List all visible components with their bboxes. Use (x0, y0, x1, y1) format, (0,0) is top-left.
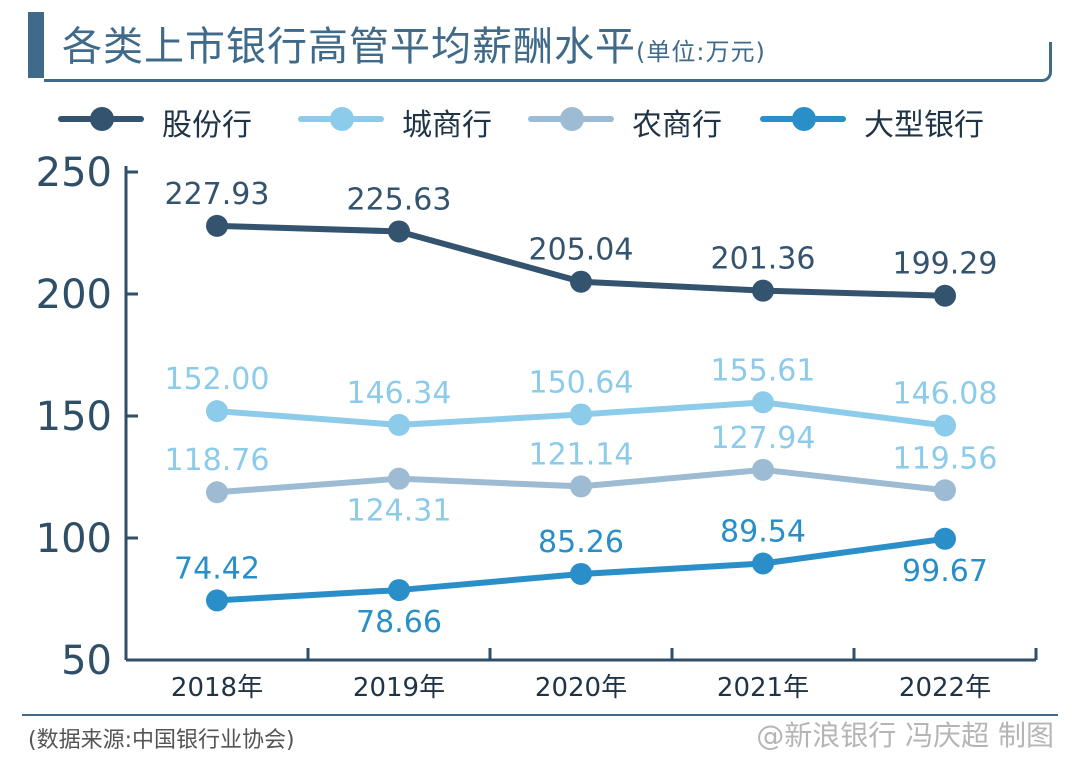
x-tick-label: 2022年 (899, 673, 991, 703)
data-point-股份行 (752, 279, 774, 302)
y-tick-label: 50 (61, 638, 112, 684)
data-label-城商行: 155.61 (711, 353, 816, 388)
data-point-城商行 (388, 413, 410, 436)
data-source-note: (数据来源:中国银行业协会) (28, 728, 295, 753)
data-label-城商行: 152.00 (165, 362, 270, 397)
y-tick-label: 250 (36, 150, 112, 196)
chart-title: 各类上市银行高管平均薪酬水平(单位:万元) (62, 14, 766, 72)
data-point-农商行 (752, 458, 774, 481)
x-tick-label: 2020年 (535, 673, 627, 703)
y-tick-label: 200 (36, 272, 112, 318)
data-point-农商行 (934, 479, 956, 502)
data-label-城商行: 150.64 (529, 365, 634, 400)
legend-label: 农商行 (632, 108, 722, 143)
title-bar: 各类上市银行高管平均薪酬水平(单位:万元) (28, 8, 1052, 82)
data-label-农商行: 121.14 (529, 437, 634, 472)
data-point-城商行 (570, 403, 592, 426)
watermark: @新浪银行 冯庆超 制图 (756, 719, 1054, 752)
legend: 股份行 城商行 农商行 大型银行 (58, 96, 1018, 143)
data-label-大型银行: 74.42 (174, 551, 260, 586)
data-point-农商行 (388, 467, 410, 490)
data-point-城商行 (752, 391, 774, 414)
y-tick-label: 150 (36, 394, 112, 440)
data-point-农商行 (206, 481, 228, 504)
data-point-股份行 (388, 220, 410, 243)
data-label-股份行: 225.63 (347, 182, 452, 217)
footer-divider (22, 714, 1058, 716)
data-point-大型银行 (934, 527, 956, 550)
data-point-股份行 (934, 284, 956, 307)
data-point-城商行 (206, 400, 228, 423)
title-frame (44, 42, 1052, 82)
data-label-农商行: 127.94 (711, 421, 816, 456)
data-point-城商行 (934, 414, 956, 437)
data-point-大型银行 (206, 589, 228, 612)
data-point-股份行 (206, 214, 228, 237)
data-label-股份行: 227.93 (165, 177, 270, 212)
legend-label: 股份行 (162, 108, 252, 143)
title-accent-bar (28, 12, 44, 78)
data-label-大型银行: 78.66 (356, 605, 442, 640)
data-label-大型银行: 99.67 (902, 554, 988, 589)
data-point-大型银行 (752, 552, 774, 575)
legend-label: 大型银行 (864, 108, 984, 143)
data-label-大型银行: 89.54 (720, 515, 806, 550)
data-label-城商行: 146.34 (347, 376, 452, 411)
data-label-农商行: 124.31 (347, 494, 452, 529)
data-label-城商行: 146.08 (893, 377, 998, 412)
x-tick-label: 2018年 (171, 673, 263, 703)
chart-title-main: 各类上市银行高管平均薪酬水平 (62, 24, 636, 70)
data-label-农商行: 118.76 (165, 443, 270, 478)
y-tick-label: 100 (36, 516, 112, 562)
legend-marker (90, 107, 114, 131)
legend-marker (792, 107, 816, 131)
chart-unit: (单位:万元) (636, 38, 766, 66)
data-label-大型银行: 85.26 (538, 525, 624, 560)
data-label-股份行: 201.36 (711, 242, 816, 277)
data-point-大型银行 (570, 562, 592, 585)
data-label-股份行: 199.29 (893, 247, 998, 282)
data-point-农商行 (570, 475, 592, 498)
data-point-大型银行 (388, 579, 410, 602)
legend-marker (330, 107, 354, 131)
legend-label: 城商行 (402, 108, 492, 143)
data-label-股份行: 205.04 (529, 233, 634, 268)
x-tick-label: 2021年 (717, 673, 809, 703)
data-point-股份行 (570, 270, 592, 293)
x-tick-label: 2019年 (353, 673, 445, 703)
legend-marker (560, 107, 584, 131)
data-label-农商行: 119.56 (893, 441, 998, 476)
